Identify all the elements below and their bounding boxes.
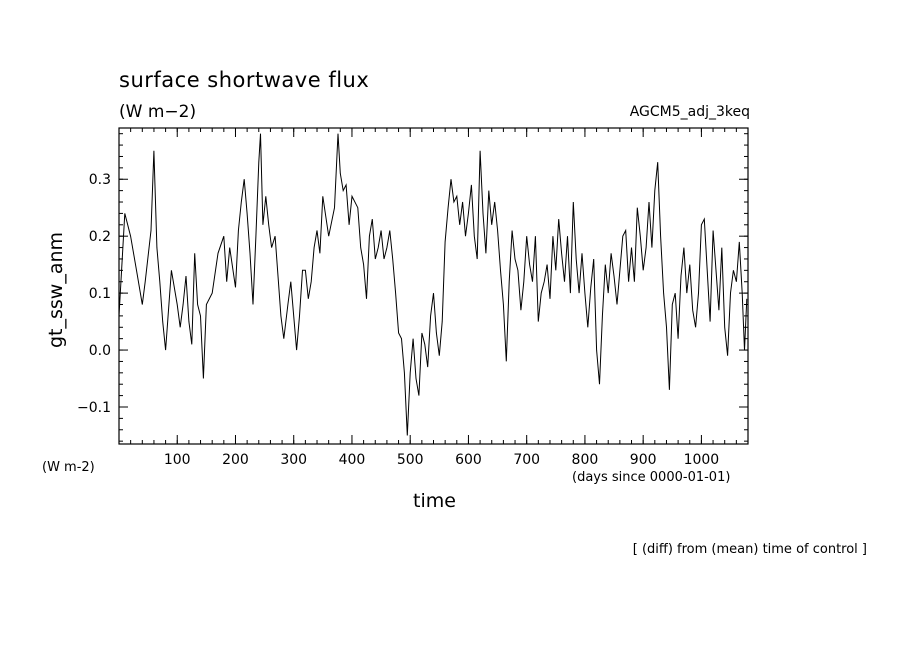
x-tick-label: 800 (572, 452, 599, 468)
run-label: AGCM5_adj_3keq (629, 104, 750, 120)
y-axis-unit-label: (W m-2) (42, 460, 95, 475)
plot-frame (118, 127, 749, 445)
tick-labels: 100 200 300 400 500 600 700 800 900 1000 −0.1 0.0 0.… (77, 172, 719, 468)
footnote: [ (diff) from (mean) time of control ] (632, 542, 867, 557)
y-tick-label: 0.0 (89, 343, 111, 359)
axis-ticks (119, 128, 748, 444)
y-tick-label: 0.2 (89, 229, 111, 245)
series-line (118, 133, 748, 436)
y-tick-label: 0.3 (89, 172, 111, 188)
x-axis-unit-label: (days since 0000-01-01) (572, 470, 731, 485)
y-tick-label: 0.1 (89, 286, 111, 302)
x-tick-label: 700 (513, 452, 540, 468)
x-tick-label: 200 (222, 452, 249, 468)
x-tick-label: 100 (164, 452, 191, 468)
y-tick-label: −0.1 (77, 400, 111, 416)
x-tick-label: 300 (280, 452, 307, 468)
x-tick-label: 500 (397, 452, 424, 468)
x-axis-label: time (413, 490, 456, 512)
chart-title: surface shortwave flux (119, 68, 370, 92)
x-tick-label: 1000 (684, 452, 720, 468)
x-tick-label: 400 (339, 452, 366, 468)
x-tick-label: 900 (630, 452, 657, 468)
chart-units: (W m−2) (119, 102, 197, 122)
x-tick-label: 600 (455, 452, 482, 468)
